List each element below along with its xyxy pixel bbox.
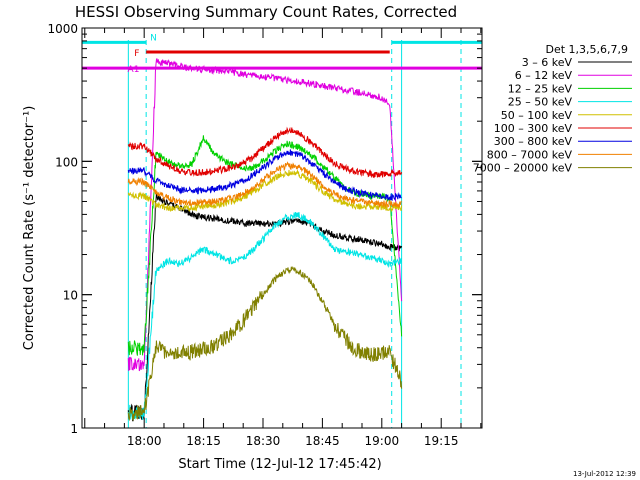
- legend-label-50-100-kev: 50 – 100 keV: [501, 109, 573, 122]
- chart-title: HESSI Observing Summary Count Rates, Cor…: [75, 3, 457, 21]
- series-line-3-6-kev: [127, 192, 403, 422]
- data-layer: [127, 40, 462, 428]
- x-axis-label: Start Time (12-Jul-12 17:45:42): [178, 457, 381, 472]
- plot-frame: [81, 27, 483, 429]
- flag-label-n: N: [150, 33, 157, 43]
- y-axis-label: Corrected Count Rate (s⁻¹ detector⁻¹): [22, 106, 37, 351]
- x-tick-label: 18:15: [186, 434, 221, 448]
- legend-title: Det 1,3,5,6,7,9: [545, 43, 628, 56]
- legend-label-12-25-kev: 12 – 25 keV: [508, 82, 573, 95]
- y-tick-label: 1: [70, 422, 78, 436]
- flag-layer: N F A1: [82, 33, 482, 75]
- x-tick-label: 18:30: [246, 434, 281, 448]
- series-line-100-300-kev: [127, 126, 403, 179]
- flag-label-f: F: [134, 49, 139, 59]
- y-tick-label: 1000: [47, 22, 78, 36]
- x-tick-label: 18:45: [305, 434, 340, 448]
- series-line-7000-20000-kev: [127, 266, 403, 422]
- y-tick-label: 100: [55, 155, 78, 169]
- series-line-50-100-kev: [127, 169, 403, 213]
- x-tick-label: 19:00: [365, 434, 400, 448]
- legend-label-7000-20000-kev: 7000 – 20000 keV: [473, 162, 573, 175]
- y-axis: 1 10 100 1000: [47, 22, 482, 436]
- legend-label-25-50-kev: 25 – 50 keV: [508, 96, 573, 109]
- legend-label-100-300-kev: 100 – 300 keV: [494, 122, 573, 135]
- x-tick-label: 18:00: [127, 434, 162, 448]
- legend-label-6-12-kev: 6 – 12 keV: [515, 69, 573, 82]
- legend-label-300-800-kev: 300 – 800 keV: [494, 135, 573, 148]
- series-line-6-12-kev: [127, 58, 403, 372]
- x-tick-label: 19:15: [424, 434, 459, 448]
- y-tick-label: 10: [63, 289, 78, 303]
- legend-label-3-6-kev: 3 – 6 keV: [522, 56, 573, 69]
- series-line-800-7000-kev: [127, 161, 402, 209]
- x-axis: 18:00 18:15 18:30 18:45 19:00 19:15: [84, 28, 482, 448]
- flag-label-a1: A1: [128, 65, 140, 75]
- series-line-300-800-kev: [127, 149, 402, 202]
- legend-label-800-7000-kev: 800 – 7000 keV: [487, 148, 573, 161]
- series-line-25-50-kev: [127, 211, 403, 421]
- footer-date: 13-Jul-2012 12:39: [573, 470, 636, 478]
